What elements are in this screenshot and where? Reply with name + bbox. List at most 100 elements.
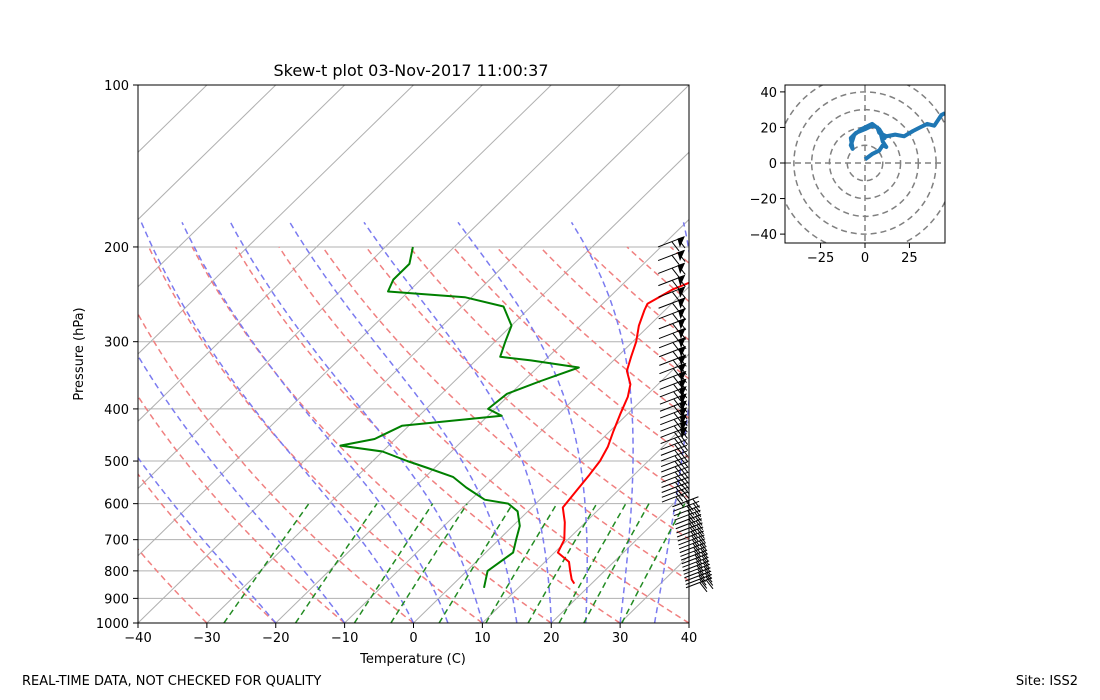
wind-barb	[682, 560, 711, 576]
moist-adiabat-lines	[138, 221, 689, 623]
pressure-axis-ticks: 100 200 300 400 500 600 700 800 900 1000	[96, 79, 138, 632]
dry-adiabat	[365, 246, 689, 541]
mixing-ratio-line	[294, 503, 378, 623]
pressure-axis-label: Pressure (hPa)	[72, 307, 87, 400]
hodograph-trace	[848, 111, 945, 162]
dry-adiabat	[409, 246, 689, 500]
wind-barb	[659, 400, 688, 416]
y-tick-label: 800	[104, 565, 129, 580]
mixing-ratio-line	[438, 503, 514, 623]
wind-barb	[658, 286, 686, 302]
wind-barb	[659, 378, 688, 394]
wind-barb	[661, 471, 689, 487]
y-tick-label: 400	[104, 403, 129, 418]
wind-barb	[678, 538, 707, 554]
isotherm-line	[138, 85, 689, 623]
wind-barb	[659, 393, 688, 409]
wind-barb	[659, 407, 688, 423]
x-tick-label: 20	[543, 631, 560, 646]
wind-barb	[658, 274, 686, 290]
skewt-title: Skew-t plot 03-Nov-2017 11:00:37	[273, 61, 548, 80]
hodograph-panel: −25 0 25 40 20 0 −20 −40	[750, 84, 946, 266]
isotherm-line	[688, 622, 689, 623]
wind-barb	[658, 297, 686, 313]
hodograph-line	[848, 111, 945, 162]
y-tick-label: 100	[104, 79, 129, 94]
sounding-profiles	[339, 246, 689, 589]
isotherm-line	[482, 420, 689, 623]
wind-barb	[682, 556, 710, 572]
hodo-x-tick-label: 25	[901, 251, 918, 266]
wind-barb	[685, 574, 714, 589]
dry-adiabat	[138, 472, 277, 623]
hodograph-y-ticks: 40 20 0 −20 −40	[750, 86, 785, 243]
wind-barb	[658, 327, 687, 343]
temperature-axis-ticks: −40 −30 −20 −10 0 10 20 30 40	[124, 623, 697, 646]
mixing-ratio-line	[485, 503, 558, 623]
dry-adiabat	[539, 246, 689, 380]
mixing-ratio-line	[390, 503, 468, 623]
dry-adiabat	[278, 246, 689, 623]
isotherm-line	[138, 85, 483, 422]
isotherm-lines	[0, 85, 689, 623]
moist-adiabat	[181, 221, 449, 623]
wind-barb	[680, 549, 709, 565]
isotherm-line	[138, 85, 552, 490]
x-tick-label: 30	[612, 631, 629, 646]
moist-adiabat	[289, 221, 518, 623]
isotherm-line	[206, 151, 689, 623]
hodo-y-tick-label: 20	[760, 121, 777, 136]
isotherm-line	[138, 85, 414, 355]
dry-adiabat	[138, 312, 414, 623]
isotherm-line	[550, 487, 689, 623]
x-tick-label: 0	[409, 631, 417, 646]
dry-adiabat	[321, 246, 689, 582]
isotherm-line	[138, 85, 621, 557]
dry-adiabat	[452, 246, 689, 459]
temperature-profile	[556, 281, 689, 585]
moist-adiabat	[138, 354, 346, 623]
dry-adiabat	[148, 246, 483, 623]
hodo-x-tick-label: −25	[807, 251, 834, 266]
x-tick-label: −30	[193, 631, 220, 646]
data-quality-notice: REAL-TIME DATA, NOT CHECKED FOR QUALITY	[22, 674, 322, 689]
wind-barb	[679, 542, 708, 557]
wind-barb	[683, 563, 712, 579]
isotherm-line	[0, 85, 69, 623]
y-tick-label: 600	[104, 498, 129, 513]
x-tick-label: −10	[331, 631, 358, 646]
wind-barb	[657, 236, 686, 252]
wind-barbs	[657, 236, 714, 593]
skewt-plot-area	[0, 85, 689, 623]
hodo-y-tick-label: −20	[750, 193, 777, 208]
dry-adiabat-lines	[138, 246, 689, 623]
moist-adiabat	[140, 221, 415, 623]
hodograph-x-ticks: −25 0 25	[807, 243, 918, 266]
hodo-y-tick-label: 0	[769, 157, 777, 172]
pressure-gridlines	[138, 85, 689, 623]
wind-barb	[661, 482, 690, 497]
mixing-ratio-line	[621, 503, 686, 623]
x-tick-label: −40	[124, 631, 151, 646]
mixing-ratio-lines	[223, 503, 686, 623]
wind-barb	[661, 486, 690, 502]
x-tick-label: 40	[681, 631, 698, 646]
wind-barb	[677, 530, 706, 546]
dry-adiabat	[496, 246, 689, 420]
x-tick-label: −20	[262, 631, 289, 646]
site-label: Site: ISS2	[1015, 674, 1078, 689]
wind-barb	[680, 545, 708, 561]
y-tick-label: 200	[104, 241, 129, 256]
hodo-x-tick-label: 0	[861, 251, 869, 266]
moist-adiabat	[138, 456, 277, 623]
y-tick-label: 900	[104, 592, 129, 607]
dry-adiabat	[234, 246, 621, 623]
dry-adiabat	[138, 394, 346, 623]
y-tick-label: 1000	[96, 617, 129, 632]
moist-adiabat	[457, 221, 588, 623]
isotherm-line	[275, 218, 689, 623]
isotherm-line	[413, 353, 689, 623]
hodo-y-tick-label: 40	[760, 86, 777, 101]
hodo-y-tick-label: −40	[750, 228, 777, 243]
wind-barb	[678, 534, 706, 550]
